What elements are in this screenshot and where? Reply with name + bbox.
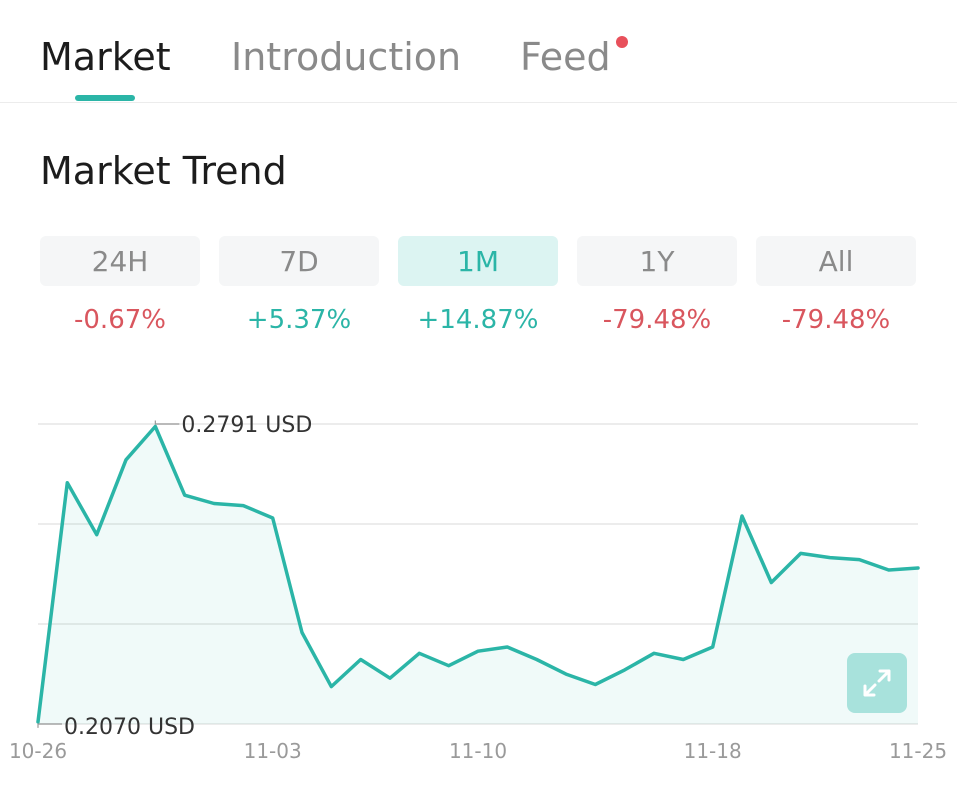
period-7d-button[interactable]: 7D (219, 236, 379, 286)
period-7d-change: +5.37% (246, 305, 352, 335)
tab-feed[interactable]: Feed (520, 35, 611, 79)
period-24h-button[interactable]: 24H (40, 236, 200, 286)
x-tick-label: 11-03 (244, 739, 302, 763)
period-1m-button[interactable]: 1M (398, 236, 558, 286)
x-tick-label: 11-25 (889, 739, 947, 763)
price-area (38, 426, 918, 724)
max-price-label: 0.2791 USD (181, 413, 312, 438)
period-all-change: -79.48% (781, 305, 891, 335)
price-chart: 0.2791 USD 0.2070 USD 10-26 11-03 11-10 11-… (9, 413, 947, 763)
period-1m-change: +14.87% (417, 305, 539, 335)
x-tick-label: 10-26 (9, 739, 67, 763)
tab-bar: Market Introduction Feed (0, 0, 957, 103)
tab-market[interactable]: Market (40, 35, 171, 79)
max-price-leader (154, 420, 180, 425)
active-tab-indicator (75, 95, 135, 101)
period-1y-button[interactable]: 1Y (577, 236, 737, 286)
period-all-button[interactable]: All (756, 236, 916, 286)
tab-introduction[interactable]: Introduction (231, 35, 462, 79)
expand-icon (863, 669, 891, 697)
x-tick-label: 11-10 (449, 739, 507, 763)
period-24h-change: -0.67% (74, 305, 166, 335)
expand-chart-button[interactable] (847, 653, 907, 713)
x-tick-label: 11-18 (684, 739, 742, 763)
min-price-label: 0.2070 USD (64, 715, 195, 740)
period-1y-change: -79.48% (602, 305, 712, 335)
min-price-leader (37, 723, 62, 728)
feed-notification-dot (616, 36, 628, 48)
price-line (36, 424, 920, 724)
section-title: Market Trend (40, 149, 287, 193)
